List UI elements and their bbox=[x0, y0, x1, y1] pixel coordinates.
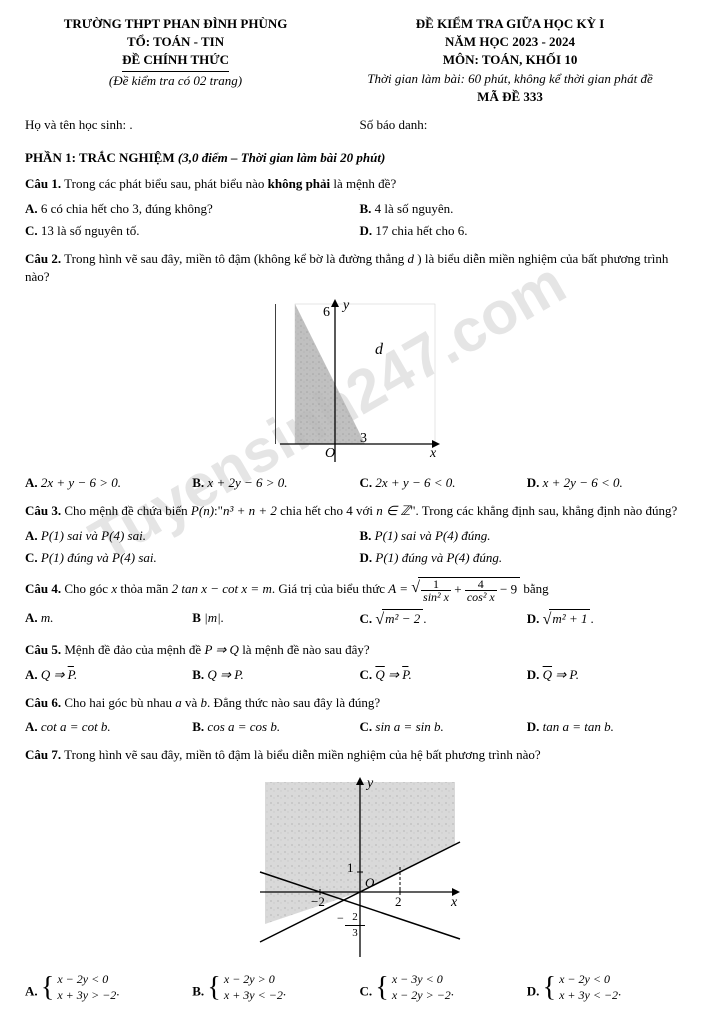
question-7: Câu 7. Trong hình vẽ sau đây, miền tô đậ… bbox=[25, 746, 694, 1005]
q7-opt-b: B. x − 2y > 0x + 3y < −2. bbox=[192, 970, 359, 1005]
q1-opt-b: B. 4 là số nguyên. bbox=[360, 198, 695, 220]
exam-title: ĐỀ KIỂM TRA GIỮA HỌC KỲ I bbox=[326, 15, 694, 33]
q1-opt-d: D. 17 chia hết cho 6. bbox=[360, 220, 695, 242]
question-2: Câu 2. Trong hình vẽ sau đây, miền tô đậ… bbox=[25, 250, 694, 495]
q3-label: Câu 3. bbox=[25, 503, 61, 518]
question-3: Câu 3. Cho mệnh đề chứa biến P(n):"n³ + … bbox=[25, 502, 694, 569]
q1-opt-a: A. 6 có chia hết cho 3, đúng không? bbox=[25, 198, 360, 220]
subject: MÔN: TOÁN, KHỐI 10 bbox=[326, 51, 694, 69]
question-4: Câu 4. Cho góc x thỏa mãn 2 tan x − cot … bbox=[25, 577, 694, 633]
x-axis-label: x bbox=[429, 446, 437, 461]
q4-opt-d: D. m² + 1. bbox=[527, 607, 694, 633]
q4-label: Câu 4. bbox=[25, 581, 61, 596]
q2-label: Câu 2. bbox=[25, 251, 61, 266]
page-count: (Đề kiểm tra có 02 trang) bbox=[25, 72, 326, 90]
q2-figure: y x O 3 6 d bbox=[25, 294, 694, 464]
header: TRƯỜNG THPT PHAN ĐÌNH PHÙNG TỔ: TOÁN - T… bbox=[25, 15, 694, 106]
q7-opt-a: A. x − 2y < 0x + 3y > −2. bbox=[25, 970, 192, 1005]
origin-label: O bbox=[325, 446, 335, 461]
question-6: Câu 6. Cho hai góc bù nhau a và b. Đẳng … bbox=[25, 694, 694, 738]
q3-opt-d: D. P(1) đúng và P(4) đúng. bbox=[360, 547, 695, 569]
q6-opt-d: D. tan a = tan b. bbox=[527, 716, 694, 738]
q6-opt-b: B. cos a = cos b. bbox=[192, 716, 359, 738]
svg-text:O: O bbox=[365, 875, 375, 890]
q5-opt-c: C. Q ⇒ P. bbox=[360, 664, 527, 686]
q2-opt-c: C. 2x + y − 6 < 0. bbox=[360, 472, 527, 494]
official: ĐỀ CHÍNH THỨC bbox=[25, 51, 326, 71]
question-5: Câu 5. Mệnh đề đảo của mệnh đề P ⇒ Q là … bbox=[25, 641, 694, 685]
student-name: Họ và tên học sinh: . bbox=[25, 116, 360, 134]
q4-opt-b: B |m|. bbox=[192, 607, 359, 633]
q6-opt-c: C. sin a = sin b. bbox=[360, 716, 527, 738]
q2-opt-a: A. 2x + y − 6 > 0. bbox=[25, 472, 192, 494]
q5-opt-a: A. Q ⇒ P. bbox=[25, 664, 192, 686]
svg-text:x: x bbox=[450, 895, 458, 910]
q7-opt-d: D. x − 2y < 0x + 3y < −2. bbox=[527, 970, 694, 1005]
school-name: TRƯỜNG THPT PHAN ĐÌNH PHÙNG bbox=[25, 15, 326, 33]
q5-opt-b: B. Q ⇒ P. bbox=[192, 664, 359, 686]
duration: Thời gian làm bài: 60 phút, không kể thờ… bbox=[326, 70, 694, 88]
q3-opt-a: A. P(1) sai và P(4) sai. bbox=[25, 525, 360, 547]
exam-code: MÃ ĐỀ 333 bbox=[326, 88, 694, 106]
q3-opt-b: B. P(1) sai và P(4) đúng. bbox=[360, 525, 695, 547]
dept: TỔ: TOÁN - TIN bbox=[25, 33, 326, 51]
svg-text:−2: −2 bbox=[311, 894, 325, 909]
q7-figure: y x O 1 −2 2 − 23 bbox=[25, 772, 694, 962]
svg-text:y: y bbox=[365, 776, 374, 791]
q6-label: Câu 6. bbox=[25, 695, 61, 710]
svg-text:1: 1 bbox=[347, 860, 354, 875]
svg-text:−: − bbox=[337, 911, 344, 925]
q5-label: Câu 5. bbox=[25, 642, 61, 657]
q2-opt-d: D. x + 2y − 6 < 0. bbox=[527, 472, 694, 494]
q4-opt-c: C. m² − 2. bbox=[360, 607, 527, 633]
question-1: Câu 1. Trong các phát biểu sau, phát biể… bbox=[25, 175, 694, 242]
q2-opt-b: B. x + 2y − 6 > 0. bbox=[192, 472, 359, 494]
section-1-title: PHẦN 1: TRẮC NGHIỆM (3,0 điểm – Thời gia… bbox=[25, 149, 694, 167]
student-info-row: Họ và tên học sinh: . Số báo danh: bbox=[25, 116, 694, 134]
y-axis-label: y bbox=[341, 298, 350, 313]
student-id: Số báo danh: bbox=[360, 116, 695, 134]
q1-opt-c: C. 13 là số nguyên tố. bbox=[25, 220, 360, 242]
q4-opt-a: A. m. bbox=[25, 607, 192, 633]
line-d-label: d bbox=[375, 341, 384, 358]
svg-text:2: 2 bbox=[395, 894, 402, 909]
q5-opt-d: D. Q ⇒ P. bbox=[527, 664, 694, 686]
q3-opt-c: C. P(1) đúng và P(4) sai. bbox=[25, 547, 360, 569]
year: NĂM HỌC 2023 - 2024 bbox=[326, 33, 694, 51]
q7-label: Câu 7. bbox=[25, 747, 61, 762]
xtick-3: 3 bbox=[360, 431, 367, 446]
q7-opt-c: C. x − 3y < 0x − 2y > −2. bbox=[360, 970, 527, 1005]
q6-opt-a: A. cot a = cot b. bbox=[25, 716, 192, 738]
q1-label: Câu 1. bbox=[25, 176, 61, 191]
ytick-6: 6 bbox=[323, 305, 330, 320]
